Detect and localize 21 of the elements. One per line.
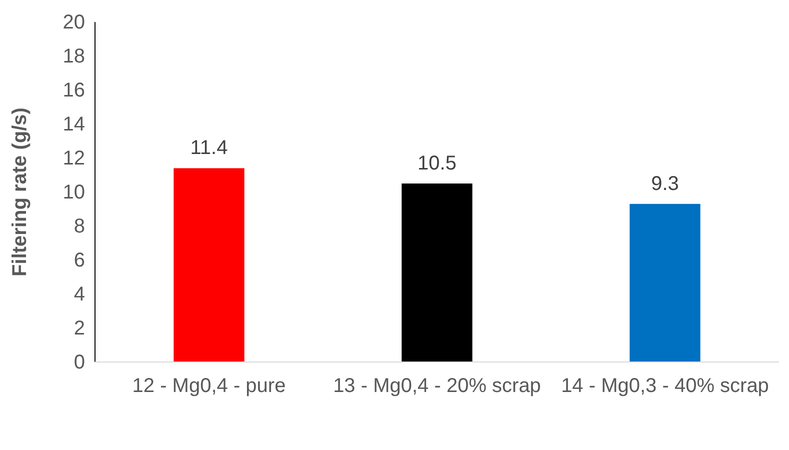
x-tick-label: 12 - Mg0,4 - pure — [132, 375, 286, 397]
y-tick-label: 14 — [62, 113, 85, 136]
y-tick-label: 10 — [62, 181, 85, 204]
x-tick-label: 14 - Mg0,3 - 40% scrap — [561, 375, 769, 397]
bar — [630, 204, 700, 362]
x-tick-label: 13 - Mg0,4 - 20% scrap — [333, 375, 541, 397]
y-tick-label: 18 — [62, 45, 85, 68]
data-label: 11.4 — [190, 137, 228, 160]
y-tick-label: 6 — [74, 249, 85, 272]
data-label: 10.5 — [418, 152, 456, 174]
y-tick-label: 20 — [62, 11, 85, 34]
y-axis-title: Filtering rate (g/s) — [9, 108, 31, 276]
y-tick-label: 16 — [62, 79, 85, 102]
y-tick-label: 12 — [62, 147, 85, 170]
y-tick-label: 4 — [74, 283, 85, 306]
bar — [174, 168, 244, 362]
bar — [402, 184, 472, 362]
y-tick-label: 0 — [74, 351, 85, 374]
y-tick-label: 2 — [74, 317, 85, 340]
data-label: 9.3 — [651, 172, 679, 195]
y-tick-label: 8 — [74, 215, 85, 238]
